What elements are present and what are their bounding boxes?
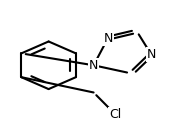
Text: N: N [89, 59, 98, 72]
Text: Cl: Cl [109, 108, 121, 121]
Text: N: N [103, 32, 113, 45]
Text: N: N [147, 48, 156, 61]
